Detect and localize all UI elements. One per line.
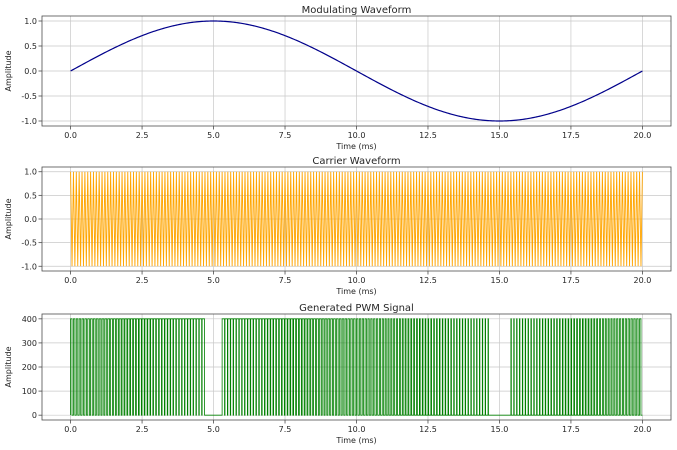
axes-frame [41,313,672,421]
subplot-carrier: 0.0 2.5 5.0 7.5 10.0 12.5 15.0 17.5 20.0 -1.0 -0.5… [4,156,672,296]
y-tick-label: -0.5 [21,92,37,101]
y-tick-label: 0 [32,411,37,420]
x-tick-label: 15.0 [491,276,509,285]
axes-frame [41,166,672,272]
subplot-title: Carrier Waveform [312,156,400,167]
y-tick-label: -0.5 [21,239,37,248]
x-tick-label: 0.0 [64,425,77,434]
x-axis-label: Time (ms) [335,436,376,445]
x-tick-label: 2.5 [136,276,149,285]
x-tick-label: 17.5 [562,131,580,140]
x-tick-label: 2.5 [136,131,149,140]
y-tick-label: -1.0 [21,262,37,271]
x-tick-label: 10.0 [348,425,366,434]
x-tick-label: 12.5 [419,131,437,140]
x-tick-label: 7.5 [279,425,292,434]
y-axis-label: Amplitude [4,346,13,387]
x-tick-label: 12.5 [419,276,437,285]
subplot-pwm: 0.0 2.5 5.0 7.5 10.0 12.5 15.0 17.5 20.0 0 100 200 3… [4,303,672,445]
x-tick-label: 0.0 [64,276,77,285]
x-axis-label: Time (ms) [335,142,376,151]
x-tick-label: 20.0 [634,131,652,140]
x-tick-label: 0.0 [64,131,77,140]
y-tick-label: 300 [22,339,37,348]
x-tick-label: 10.0 [348,131,366,140]
modulating-line [70,20,643,122]
x-tick-label: 5.0 [207,276,220,285]
x-tick-label: 15.0 [491,131,509,140]
y-tick-label: 0.5 [24,191,37,200]
y-tick-label: 1.0 [24,168,37,177]
y-tick-label: 0.0 [24,215,37,224]
x-axis-label: Time (ms) [335,287,376,296]
y-tick-label: 0.0 [24,67,37,76]
x-tick-label: 5.0 [207,425,220,434]
subplot-title: Modulating Waveform [302,5,412,16]
x-tick-label: 2.5 [136,425,149,434]
x-tick-label: 5.0 [207,131,220,140]
x-tick-label: 17.5 [562,276,580,285]
x-tick-label: 20.0 [634,425,652,434]
y-tick-label: 200 [22,363,37,372]
subplot-title: Generated PWM Signal [299,303,414,314]
subplot-modulating: 0.0 2.5 5.0 7.5 10.0 12.5 15.0 17.5 20.0 -1.0 -0.5… [4,5,672,151]
axes-frame [41,15,672,127]
y-tick-label: 1.0 [24,17,37,26]
carrier-line [70,171,643,267]
x-tick-label: 12.5 [419,425,437,434]
x-tick-label: 17.5 [562,425,580,434]
y-axis-label: Amplitude [4,50,13,91]
y-tick-label: 0.5 [24,42,37,51]
x-tick-label: 15.0 [491,425,509,434]
y-axis-label: Amplitude [4,198,13,239]
x-tick-label: 20.0 [634,276,652,285]
x-tick-label: 7.5 [279,131,292,140]
x-tick-label: 7.5 [279,276,292,285]
y-tick-label: 100 [22,387,37,396]
y-tick-label: -1.0 [21,117,37,126]
pwm-line [70,318,643,416]
x-tick-label: 10.0 [348,276,366,285]
y-tick-label: 400 [22,315,37,324]
